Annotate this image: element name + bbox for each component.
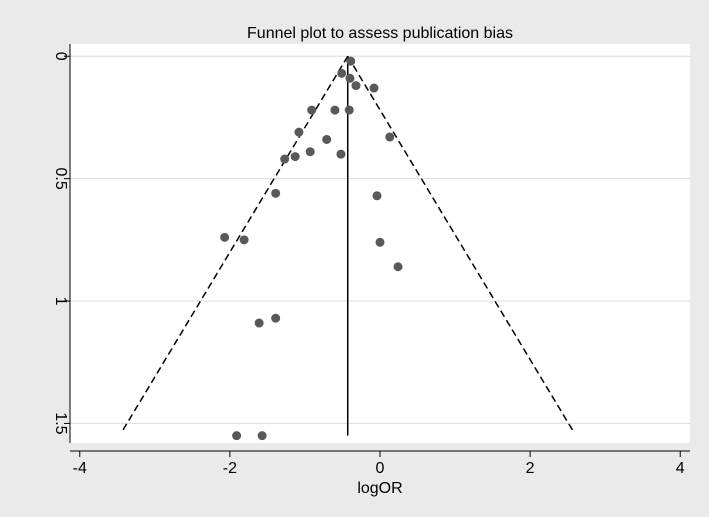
point (271, 313, 281, 323)
point (290, 152, 300, 162)
point (337, 68, 347, 78)
funnel-line (120, 55, 349, 434)
point (280, 154, 290, 164)
point (346, 56, 356, 66)
y-tick-label: 0 (52, 52, 69, 61)
point (385, 132, 395, 142)
x-tick-label: 0 (376, 460, 385, 477)
point (254, 318, 264, 328)
y-tick-label: 0.5 (52, 168, 69, 190)
x-tick-label: 4 (676, 460, 685, 477)
point (344, 105, 354, 115)
point (239, 235, 249, 245)
chart-title: Funnel plot to assess publication bias (247, 25, 513, 42)
point (322, 134, 332, 144)
y-tick-label: 1.5 (52, 412, 69, 434)
y-tick-label: 1 (52, 297, 69, 306)
point (307, 105, 317, 115)
point (220, 232, 230, 242)
point (232, 431, 242, 441)
x-tick-label: -4 (73, 460, 87, 477)
point (345, 73, 355, 83)
funnel-line (347, 55, 576, 434)
point (271, 188, 281, 198)
point (369, 83, 379, 93)
point (305, 147, 315, 157)
point (257, 431, 267, 441)
point (336, 149, 346, 159)
point (294, 127, 304, 137)
point (351, 81, 361, 91)
x-tick-label: 2 (526, 460, 535, 477)
point (393, 262, 403, 272)
point (330, 105, 340, 115)
point (372, 191, 382, 201)
point (375, 237, 385, 247)
x-axis-label: logOR (357, 480, 402, 497)
x-tick-label: -2 (223, 460, 237, 477)
